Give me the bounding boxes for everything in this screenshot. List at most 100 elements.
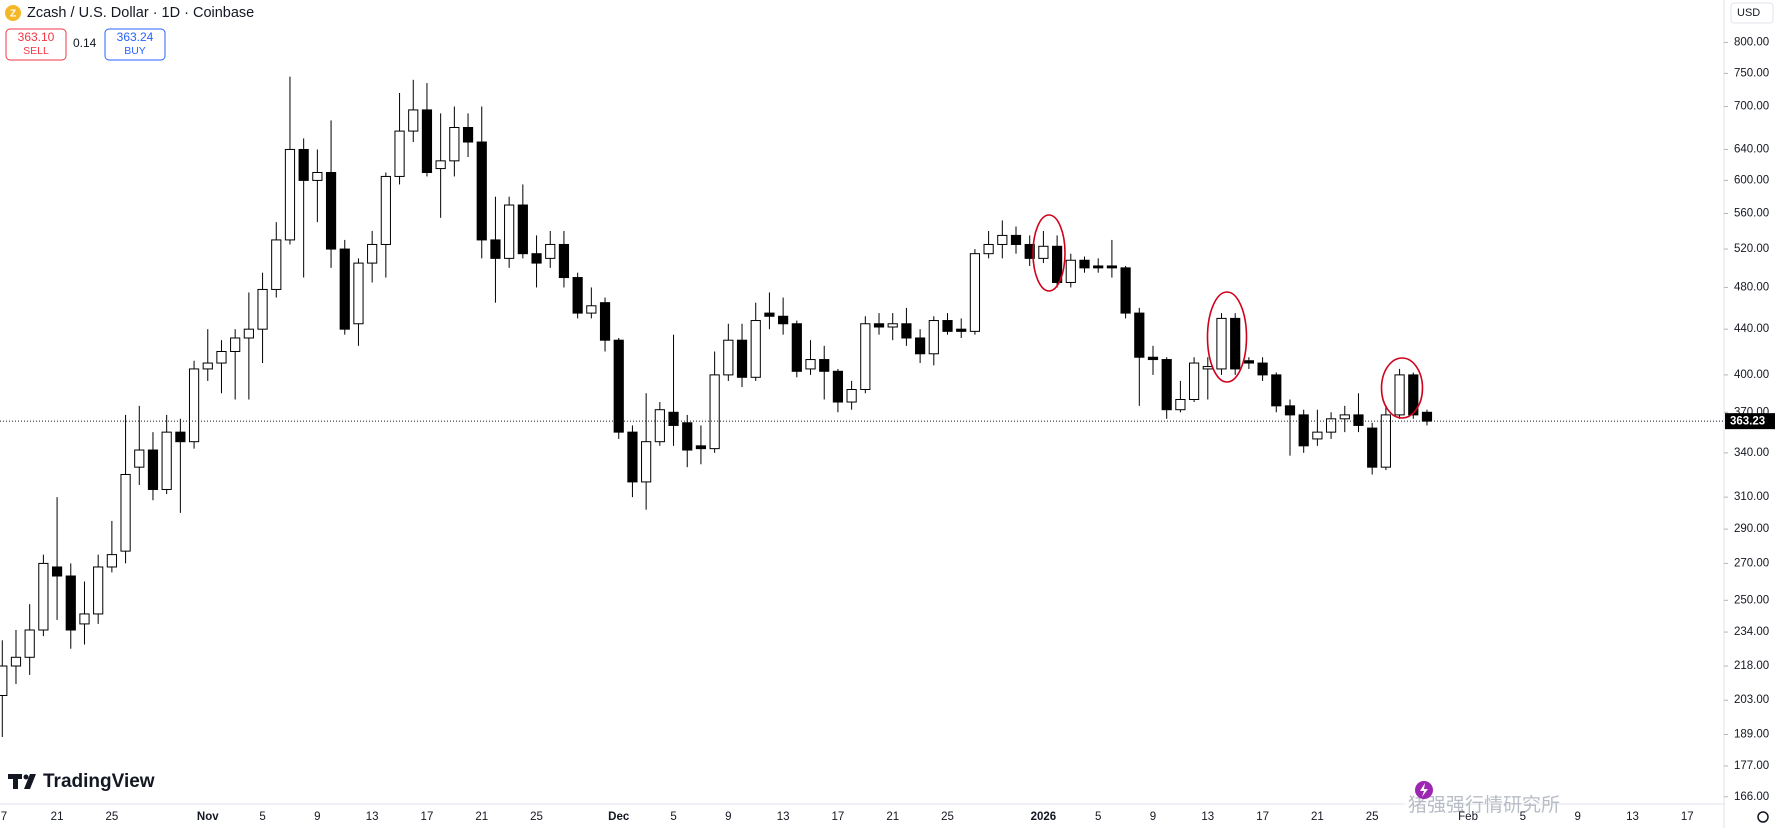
candle-body	[1202, 366, 1213, 370]
candle-body	[654, 409, 665, 443]
y-tick-label: 290.00	[1734, 523, 1769, 535]
logo-text: TradingView	[43, 771, 155, 792]
candle-body	[873, 323, 885, 328]
annotation-circle	[1032, 214, 1066, 292]
candle-body	[1284, 405, 1296, 416]
tradingview-logo: TradingView	[8, 771, 155, 792]
x-tick-label: 2026	[1031, 811, 1057, 823]
x-tick-label: 9	[1150, 811, 1156, 823]
y-tick-label: 750.00	[1734, 67, 1769, 79]
y-tick-label: 234.00	[1734, 626, 1769, 638]
candle-body	[860, 323, 871, 391]
candle-body	[38, 562, 49, 631]
candle-body	[1024, 243, 1035, 259]
candle-body	[832, 370, 844, 403]
candle-body	[1271, 374, 1282, 407]
candle-body	[188, 368, 200, 443]
candle-body	[1188, 362, 1200, 400]
x-tick-label: 17	[421, 811, 434, 823]
x-tick-label: 17	[832, 811, 845, 823]
x-tick-label: 13	[1201, 811, 1214, 823]
candle-body	[1367, 427, 1378, 468]
candle-body	[271, 239, 282, 290]
candle-body	[435, 160, 446, 170]
y-tick-label: 177.00	[1734, 760, 1769, 772]
y-tick-label: 520.00	[1734, 243, 1769, 255]
x-tick-label: 25	[105, 811, 118, 823]
candle-body	[901, 323, 912, 339]
y-tick-label: 640.00	[1734, 143, 1769, 155]
candle-body	[257, 288, 268, 330]
candle-body	[230, 337, 241, 352]
candle-body	[531, 253, 542, 264]
x-tick-label: Feb	[1458, 811, 1478, 823]
candle-body	[1065, 259, 1076, 283]
x-tick-label: 25	[1366, 811, 1379, 823]
candle-body	[1421, 411, 1433, 422]
x-tick-label: 21	[1311, 811, 1324, 823]
candle-body	[106, 554, 117, 568]
symbol-title: Zcash / U.S. Dollar · 1D · Coinbase	[27, 5, 254, 21]
candle-body	[1394, 374, 1405, 416]
candle-body	[599, 302, 611, 341]
y-tick-label: 800.00	[1734, 36, 1769, 48]
settings-icon[interactable]	[1757, 811, 1769, 823]
candle-body	[325, 171, 337, 250]
y-tick-label: 189.00	[1734, 729, 1769, 741]
candle-body	[1408, 374, 1419, 416]
candle-body	[942, 320, 953, 332]
candle-body	[915, 337, 926, 355]
candle-body	[613, 339, 624, 433]
sell-button[interactable]	[5, 28, 67, 61]
candle-body	[1161, 359, 1172, 411]
buy-button[interactable]	[104, 28, 166, 61]
y-tick-label: 310.00	[1734, 491, 1769, 503]
candle-body	[983, 243, 994, 255]
x-tick-label: 13	[366, 811, 379, 823]
candle-body	[216, 350, 227, 364]
y-tick-label: 600.00	[1734, 174, 1769, 186]
candle-body	[367, 243, 378, 264]
candle-body	[997, 234, 1008, 245]
candle-body	[1175, 398, 1186, 411]
candle-body	[517, 204, 528, 255]
candle-body	[1120, 267, 1131, 314]
candle-body	[1257, 362, 1268, 376]
candle-body	[682, 422, 693, 451]
candle-body	[1325, 418, 1337, 433]
candle-body	[1298, 414, 1309, 447]
candle-body	[1243, 360, 1254, 364]
candle-body	[353, 262, 364, 325]
x-tick-label: 21	[475, 811, 488, 823]
candle-body	[709, 374, 720, 450]
candle-body	[969, 253, 981, 332]
candle-body	[1134, 312, 1145, 358]
candle-body	[24, 629, 35, 658]
candle-body	[394, 130, 405, 177]
lightning-glyph	[1420, 783, 1428, 797]
buy-label: BUY	[124, 45, 146, 57]
candle-body	[723, 339, 734, 376]
candle-body	[695, 445, 707, 450]
y-tick-label: 440.00	[1734, 323, 1769, 335]
candle-body	[558, 243, 570, 279]
candle-body	[764, 312, 775, 317]
x-tick-label: 21	[51, 811, 64, 823]
x-tick-label: Dec	[608, 811, 630, 823]
candle-body	[421, 109, 433, 173]
x-tick-label: 5	[670, 811, 676, 823]
x-tick-label: 21	[886, 811, 899, 823]
x-tick-label: 9	[1574, 811, 1580, 823]
x-tick-label: 9	[725, 811, 731, 823]
candle-body	[928, 320, 939, 355]
y-tick-label: 250.00	[1734, 594, 1769, 606]
candle-body	[956, 328, 967, 332]
candle-body	[627, 431, 638, 483]
x-tick-label: 7	[1, 811, 7, 823]
currency-button[interactable]	[1730, 2, 1774, 24]
candle-body	[147, 449, 159, 490]
x-tick-label: 17	[1256, 811, 1269, 823]
